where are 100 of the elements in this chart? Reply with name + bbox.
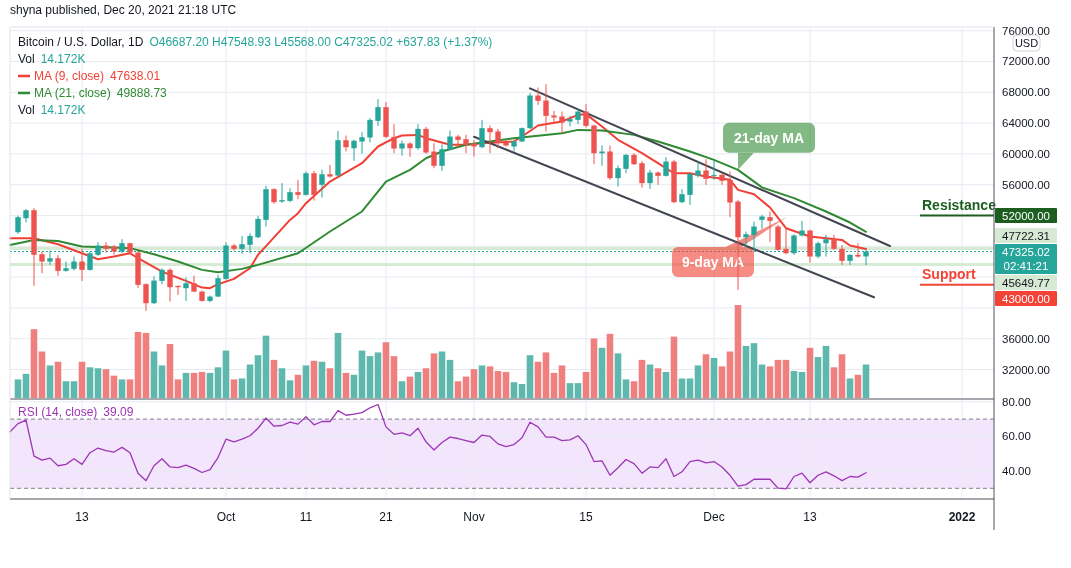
bar xyxy=(798,371,806,398)
candlestick xyxy=(535,87,541,106)
candlestick xyxy=(351,139,357,162)
annotation: 21-day MA xyxy=(733,129,805,146)
x-tick-label: Oct xyxy=(216,510,236,524)
bar xyxy=(198,371,206,398)
x-tick-label: Dec xyxy=(703,510,725,524)
candlestick xyxy=(647,169,653,190)
bar xyxy=(134,331,142,398)
bar xyxy=(390,356,398,398)
candlestick xyxy=(543,83,549,132)
bar xyxy=(702,354,710,398)
bar xyxy=(590,338,598,398)
bar xyxy=(318,361,326,398)
bar xyxy=(166,344,174,398)
candlestick xyxy=(143,282,149,312)
bar xyxy=(422,368,430,398)
text: Bitcoin / U.S. Dollar, 1D xyxy=(18,35,144,49)
bar xyxy=(158,365,166,398)
bar xyxy=(350,374,358,398)
bar xyxy=(822,345,830,398)
ref-line-label: 52000.00 xyxy=(1002,209,1050,222)
y-tick-label: 68000.00 xyxy=(1002,86,1050,99)
bar xyxy=(142,332,150,398)
candlestick xyxy=(231,243,237,252)
bar xyxy=(182,372,190,398)
bar xyxy=(382,342,390,398)
candlestick xyxy=(79,248,85,282)
bar xyxy=(638,359,646,398)
annotation: O46687.20 H47548.93 L45568.00 C47325.02 +637.83 (+1.37%) xyxy=(149,35,493,49)
candlestick xyxy=(415,123,421,151)
candlestick xyxy=(447,129,453,152)
candlestick xyxy=(479,119,485,149)
annotation: 9-day MA xyxy=(681,254,745,270)
candlestick xyxy=(319,169,325,199)
y-tick-label: 60000.00 xyxy=(1002,147,1050,160)
legend-label: MA (9, close) xyxy=(34,69,105,83)
candlestick xyxy=(359,131,365,155)
candlestick xyxy=(695,161,701,179)
bar xyxy=(430,353,438,398)
y-tick-label: 40.00 xyxy=(1002,465,1031,478)
bar xyxy=(326,368,334,398)
bar xyxy=(342,372,350,398)
bar xyxy=(614,353,622,398)
candlestick xyxy=(111,244,117,256)
candlestick xyxy=(391,123,397,154)
candlestick xyxy=(303,171,309,197)
bar xyxy=(398,381,406,398)
candlestick xyxy=(295,179,301,200)
bar xyxy=(14,379,22,398)
candlestick xyxy=(639,160,645,189)
ref-line-label: 47722.31 xyxy=(1002,229,1050,242)
bar xyxy=(38,351,46,398)
x-tick-label: 11 xyxy=(299,510,313,524)
bar xyxy=(94,368,102,398)
bar xyxy=(174,379,182,398)
bar xyxy=(222,350,230,398)
candlestick xyxy=(759,214,765,230)
bar xyxy=(254,355,262,398)
bar xyxy=(662,371,670,398)
candlestick xyxy=(719,172,725,186)
bar xyxy=(574,383,582,398)
y-tick-label: 60.00 xyxy=(1002,430,1031,443)
candlestick xyxy=(279,182,285,204)
candlestick xyxy=(455,134,461,149)
bar xyxy=(718,366,726,398)
bar xyxy=(774,359,782,398)
candlestick xyxy=(687,172,693,206)
bar xyxy=(694,365,702,398)
bar xyxy=(358,350,366,398)
candlestick xyxy=(551,110,557,124)
y-tick-label: 32000.00 xyxy=(1002,363,1050,376)
candlestick xyxy=(71,256,77,272)
bar xyxy=(470,369,478,398)
bar xyxy=(542,352,550,398)
candlestick xyxy=(743,231,749,248)
candlestick xyxy=(407,141,413,158)
bar xyxy=(86,367,94,398)
bar xyxy=(766,366,774,398)
x-tick-label: 13 xyxy=(803,510,817,524)
bar xyxy=(814,357,822,398)
annotation: Support xyxy=(922,265,976,282)
bar xyxy=(54,361,62,398)
bar xyxy=(414,371,422,398)
candlestick xyxy=(663,156,669,178)
annotation: Resistance xyxy=(922,196,997,213)
bar xyxy=(654,368,662,398)
bar xyxy=(102,369,110,398)
bar xyxy=(790,371,798,398)
y-tick-label: 56000.00 xyxy=(1002,178,1050,191)
bar xyxy=(438,351,446,398)
line-series xyxy=(9,128,867,274)
bar xyxy=(262,335,270,398)
y-tick-label: 64000.00 xyxy=(1002,117,1050,130)
candlestick xyxy=(775,224,781,252)
x-tick-label: 15 xyxy=(579,510,593,524)
bar xyxy=(206,372,214,398)
candlestick xyxy=(63,261,69,273)
candlestick xyxy=(855,242,861,259)
text: shyna published, Dec 20, 2021 21:18 UTC xyxy=(10,3,237,17)
